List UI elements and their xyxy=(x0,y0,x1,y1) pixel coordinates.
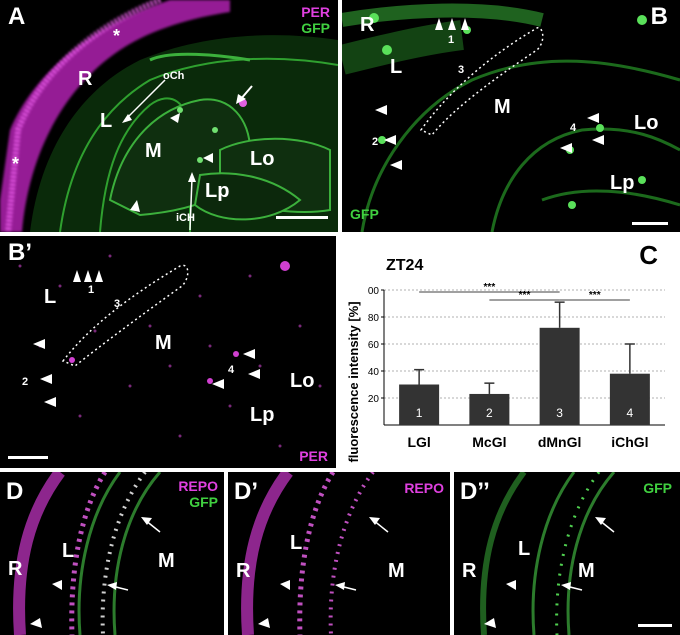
chart-y-tick-label: 80 xyxy=(368,313,380,324)
panel-b-prime: B’ L M Lo Lp 1 2 3 4 PER xyxy=(0,236,336,468)
chart-y-tick-label: 00 xyxy=(368,286,380,297)
chart-x-tick-label: LGl xyxy=(407,434,430,450)
panel-d-prime-region-l: L xyxy=(290,532,303,554)
panel-b-prime-number-2: 2 xyxy=(22,376,29,388)
chart-gridlines xyxy=(384,289,665,399)
chart-bar-number: 1 xyxy=(416,406,423,420)
panel-a-region-l: L xyxy=(100,110,113,132)
chart-bar xyxy=(469,393,510,425)
panel-c-letter: C xyxy=(639,240,658,270)
panel-b-prime-scale-bar xyxy=(8,456,48,459)
chart-bar-number: 4 xyxy=(627,406,634,420)
panel-a-region-m: M xyxy=(145,140,162,162)
panel-b: B R L M Lo Lp 1 2 3 4 GFP xyxy=(342,0,680,232)
chart-significance-label: *** xyxy=(484,282,496,293)
panel-d: D REPO GFP R L M xyxy=(0,472,224,635)
panel-d-prime-repo-label: REPO xyxy=(404,480,444,496)
panel-b-scale-bar xyxy=(632,222,668,225)
panel-d-prime-letter: D’ xyxy=(234,478,258,505)
panel-a-per-label: PER xyxy=(301,4,330,20)
panel-a-region-lo: Lo xyxy=(250,148,275,170)
panel-a-region-r: R xyxy=(78,68,93,90)
chart-bar xyxy=(399,384,440,425)
panel-a: A PER GFP * * R L M Lo Lp oCh iCH xyxy=(0,0,338,232)
chart-y-tick-label: 60 xyxy=(368,340,380,351)
panel-d-double-prime-micrograph xyxy=(480,472,616,635)
panel-b-region-lp: Lp xyxy=(610,172,635,194)
panel-d-double-prime-region-m: M xyxy=(578,560,595,582)
panel-a-region-lp: Lp xyxy=(205,180,230,202)
panel-c-bar-chart: C ZT24 fluorescence intensity [%] 20 40 60… xyxy=(340,236,680,468)
panel-b-letter: B xyxy=(650,3,668,30)
panel-b-prime-region-lp: Lp xyxy=(250,404,275,426)
panel-b-number-4: 4 xyxy=(570,122,577,134)
panel-d-double-prime-letter: D’’ xyxy=(460,478,490,505)
panel-d-micrograph xyxy=(13,472,162,635)
chart-x-labels: LGl McGl dMnGl iChGl xyxy=(407,434,648,450)
panel-b-number-2: 2 xyxy=(372,136,379,148)
panel-a-letter: A xyxy=(8,3,26,30)
panel-b-prime-region-l: L xyxy=(44,286,57,308)
panel-b-micrograph xyxy=(342,3,680,232)
panel-b-gfp-label: GFP xyxy=(350,206,379,222)
panel-b-region-l: L xyxy=(390,56,403,78)
panel-b-prime-letter: B’ xyxy=(8,239,32,266)
panel-b-prime-number-4: 4 xyxy=(228,364,235,376)
chart-y-axis-label: fluorescence intensity [%] xyxy=(346,301,361,462)
panel-b-number-3: 3 xyxy=(458,64,465,76)
chart-y-ticks: 20 40 60 80 00 xyxy=(368,286,384,405)
panel-d-double-prime-scale-bar xyxy=(638,624,672,627)
chart-y-tick-label: 40 xyxy=(368,367,380,378)
panel-d-region-r: R xyxy=(8,558,23,580)
panel-d-double-prime-gfp-label: GFP xyxy=(643,480,672,496)
panel-a-star-top: * xyxy=(113,26,121,46)
panel-d-region-m: M xyxy=(158,550,175,572)
panel-d-double-prime-region-r: R xyxy=(462,560,477,582)
chart-bar xyxy=(539,327,580,425)
panel-a-star-left: * xyxy=(12,154,20,174)
chart-bar-number: 3 xyxy=(556,406,563,420)
panel-a-micrograph xyxy=(0,0,338,232)
panel-b-region-m: M xyxy=(494,96,511,118)
chart-bars: 1 2 3 4 xyxy=(399,301,650,425)
panel-a-gfp-label: GFP xyxy=(301,20,330,36)
panel-b-prime-region-lo: Lo xyxy=(290,370,315,392)
chart-significance-label: *** xyxy=(519,290,531,301)
panel-b-prime-number-1: 1 xyxy=(88,284,95,296)
panel-b-region-r: R xyxy=(360,14,375,36)
chart-significance: *** *** *** xyxy=(419,282,630,301)
panel-d-double-prime: D’’ GFP R L M xyxy=(454,472,680,635)
chart-significance-label: *** xyxy=(589,290,601,301)
panel-a-och-label: oCh xyxy=(163,70,185,82)
panel-b-prime-region-m: M xyxy=(155,332,172,354)
panel-d-letter: D xyxy=(6,478,24,505)
panel-b-region-lo: Lo xyxy=(634,112,659,134)
panel-d-prime-region-m: M xyxy=(388,560,405,582)
panel-d-repo-label: REPO xyxy=(178,478,218,494)
chart-bar xyxy=(609,373,650,425)
panel-d-region-l: L xyxy=(62,540,75,562)
chart-x-tick-label: McGl xyxy=(472,434,506,450)
chart-title: ZT24 xyxy=(386,257,423,274)
panel-d-prime: D’ REPO R L M xyxy=(228,472,450,635)
panel-d-prime-region-r: R xyxy=(236,560,251,582)
panel-b-prime-number-3: 3 xyxy=(114,298,121,310)
panel-d-double-prime-region-l: L xyxy=(518,538,531,560)
panel-a-ich-label: iCH xyxy=(176,212,195,224)
panel-d-prime-micrograph xyxy=(241,472,389,635)
panel-b-prime-per-label: PER xyxy=(299,448,328,464)
panel-a-scale-bar xyxy=(276,216,328,219)
chart-bar-number: 2 xyxy=(486,406,493,420)
chart-y-tick-label: 20 xyxy=(368,394,380,405)
chart-x-tick-label: iChGl xyxy=(611,434,648,450)
panel-b-number-1: 1 xyxy=(448,34,455,46)
panel-b-prime-micrograph xyxy=(18,254,322,448)
panel-d-gfp-label: GFP xyxy=(189,494,218,510)
chart-x-tick-label: dMnGl xyxy=(538,434,582,450)
